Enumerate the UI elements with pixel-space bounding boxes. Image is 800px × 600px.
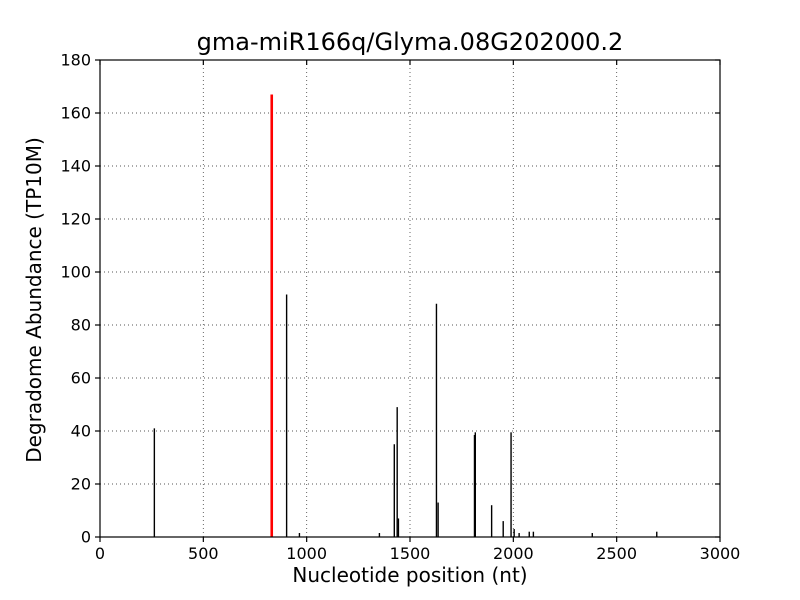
y-tick-label: 140 [60,157,91,176]
axis-layer [95,59,721,542]
y-tick-label: 80 [71,316,91,335]
y-tick-label: 100 [60,263,91,282]
x-tick-label: 0 [95,544,105,563]
chart-title: gma-miR166q/Glyma.08G202000.2 [196,28,624,56]
grid-layer [100,60,720,537]
x-tick-label: 3000 [700,544,741,563]
y-tick-label: 60 [71,369,91,388]
x-tick-label: 500 [188,544,219,563]
y-tick-label: 120 [60,210,91,229]
x-axis-label: Nucleotide position (nt) [292,563,528,587]
y-tick-label: 0 [81,528,91,547]
y-tick-label: 180 [60,51,91,70]
x-tick-label: 1000 [286,544,327,563]
tick-label-layer: 0 500 1000 1500 2000 2500 3000 0 20 40 60 80 100 120 1… [60,51,740,564]
x-tick-label: 2000 [493,544,534,563]
axes-box [99,59,721,538]
x-tick-label: 1500 [390,544,431,563]
y-tick-label: 20 [71,475,91,494]
y-axis-label: Degradome Abundance (TP10M) [22,137,46,463]
y-tick-label: 40 [71,422,91,441]
x-tick-label: 2500 [596,544,637,563]
y-tick-label: 160 [60,104,91,123]
spike-layer [153,94,658,537]
